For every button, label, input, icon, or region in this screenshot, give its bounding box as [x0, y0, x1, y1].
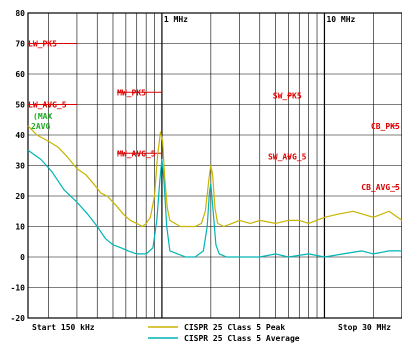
- x-tick-label: 1 MHz: [164, 15, 188, 24]
- stop-frequency-label: Stop 30 MHz: [338, 323, 391, 332]
- legend-label-peak: CISPR 25 Class 5 Peak: [184, 323, 285, 332]
- y-tick-label: -20: [11, 314, 26, 323]
- x-tick-label: 10 MHz: [326, 15, 355, 24]
- y-tick-label: 50: [15, 101, 25, 110]
- y-tick-label: 80: [15, 9, 25, 18]
- y-tick-label: 30: [15, 162, 25, 171]
- limit-lines: LW_PK5 LW_AVG_5 MW_PK5 MW_AVG_5 SW_PK5 SW_AVG…: [28, 40, 400, 192]
- limit-line-label: SW_AVG_5: [268, 152, 307, 161]
- start-frequency-label: Start 150 kHz: [32, 323, 95, 332]
- marker-label-line-1: (MAX: [33, 112, 52, 121]
- series-line-average: [27, 149, 402, 258]
- y-tick-label: -10: [11, 284, 26, 293]
- y-tick-label: 70: [15, 40, 25, 49]
- x-axis-tick-labels: 1 MHz 10 MHz: [164, 15, 356, 24]
- y-tick-label: 10: [15, 223, 25, 232]
- limit-line-label: MW_PK5: [117, 88, 146, 97]
- limit-line-label: MW_AVG_5: [117, 149, 156, 158]
- y-tick-label: 60: [15, 70, 25, 79]
- y-tick-label: 0: [20, 253, 25, 262]
- y-tick-label: 40: [15, 131, 25, 140]
- legend: CISPR 25 Class 5 Peak CISPR 25 Class 5 A…: [148, 323, 300, 343]
- limit-line-label: CB_PK5: [371, 122, 400, 131]
- limit-line-label: SW_PK5: [273, 91, 302, 100]
- plot-border: [27, 12, 402, 319]
- limit-line-label: LW_AVG_5: [28, 101, 67, 110]
- legend-label-average: CISPR 25 Class 5 Average: [184, 334, 300, 343]
- grid: [28, 12, 402, 319]
- series-line-peak: [27, 125, 402, 228]
- limit-line-label: LW_PK5: [28, 40, 57, 49]
- y-tick-label: 20: [15, 192, 25, 201]
- data-series: [27, 125, 402, 258]
- marker-label-line-2: 2AVG: [31, 122, 50, 131]
- y-axis-ticks: 80 70 60 50 40 30 20 10 0 -10 -20: [11, 9, 26, 323]
- marker-annotation: (MAX 2AVG: [31, 112, 52, 131]
- limit-line-label: CB_AVG_5: [361, 183, 400, 192]
